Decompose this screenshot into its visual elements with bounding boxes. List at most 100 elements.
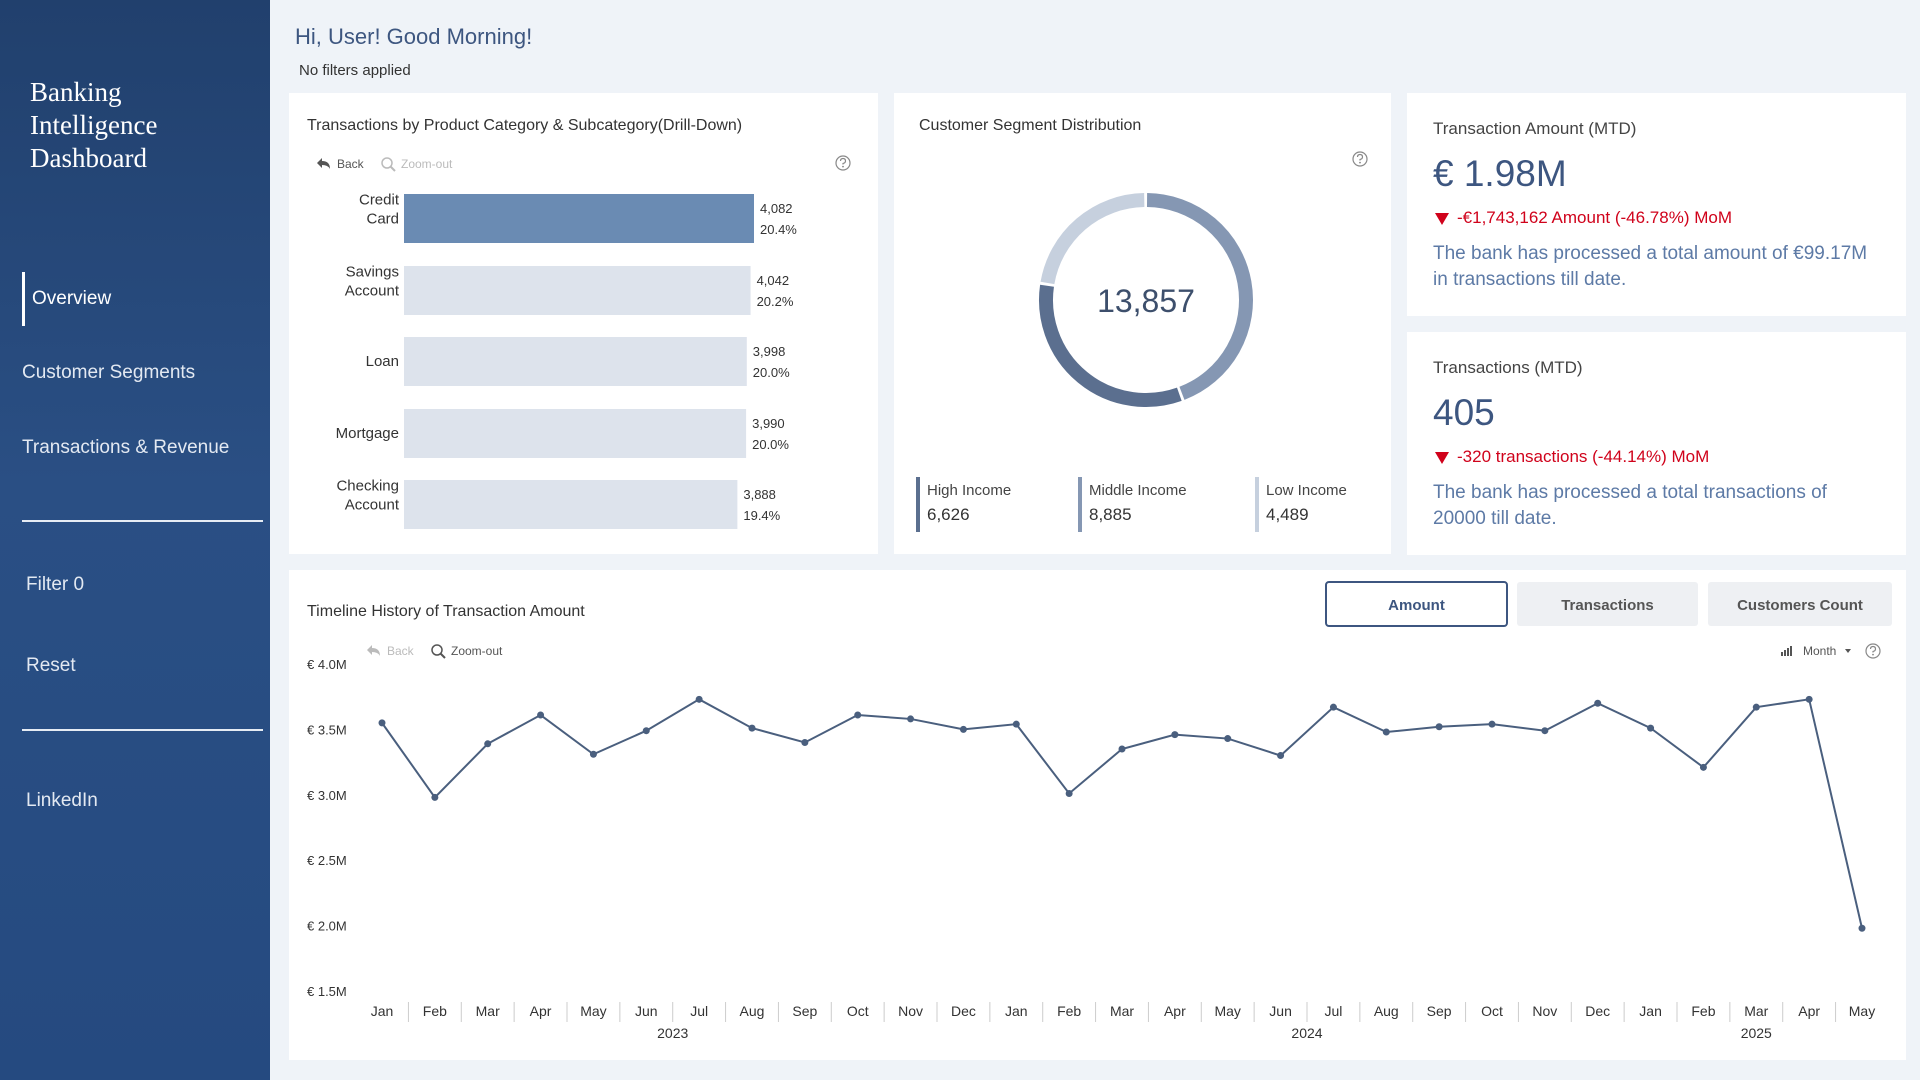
nav-item[interactable]: Overview (32, 288, 112, 309)
data-point (1647, 724, 1655, 732)
granularity-select[interactable]: Month (1803, 644, 1836, 658)
data-point (1541, 727, 1549, 735)
dropdown-caret (1845, 649, 1851, 653)
legend-bar (916, 477, 920, 532)
x-tick-label: Nov (1532, 1003, 1557, 1019)
x-tick-label: Oct (1481, 1003, 1503, 1019)
legend-value: 4,489 (1266, 505, 1309, 524)
kpi-description: The bank has processed a total transacti… (1433, 482, 1827, 529)
zoom-icon (431, 644, 443, 656)
tab[interactable] (1517, 582, 1698, 626)
data-point (1488, 720, 1496, 728)
year-label: 2025 (1741, 1025, 1772, 1041)
x-tick-label: Jan (1639, 1003, 1662, 1019)
product-card: Transactions by Product Category & Subca… (289, 93, 878, 554)
bar (404, 409, 747, 458)
kpi-description: The bank has processed a total amount of… (1433, 243, 1868, 290)
back-icon[interactable] (317, 158, 330, 169)
x-tick-label: Dec (1585, 1003, 1610, 1019)
y-tick-label: € 3.0M (307, 788, 347, 803)
data-point (378, 719, 386, 727)
timeline-card: Timeline History of Transaction Amount Am… (289, 570, 1906, 1060)
granularity-icon (1784, 650, 1786, 656)
value-label: 4,042 (757, 273, 790, 288)
bar (404, 337, 747, 386)
category-label: Credit Card (359, 192, 400, 228)
kpi-card: Transactions (MTD) 405 -320 transactions… (1407, 332, 1906, 555)
x-tick-label: Apr (1798, 1003, 1820, 1019)
year-label: 2024 (1291, 1025, 1322, 1041)
legend-value: 6,626 (927, 505, 970, 524)
x-tick-label: Jan (1005, 1003, 1028, 1019)
help-icon[interactable] (835, 155, 851, 171)
chart-title: Timeline History of Transaction Amount (307, 603, 585, 620)
zoom-icon (389, 165, 396, 172)
x-tick-label: May (1214, 1003, 1240, 1019)
help-icon (1359, 161, 1361, 164)
reset-button[interactable]: Reset (26, 655, 76, 676)
nav-item[interactable]: Customer Segments (22, 362, 196, 383)
tab-label[interactable]: Amount (1388, 597, 1445, 614)
timeline-chart: Timeline History of Transaction Amount Am… (307, 581, 1892, 1041)
year-label: 2023 (657, 1025, 688, 1041)
share-label: 19.4% (743, 508, 780, 523)
granularity-icon (1787, 648, 1789, 656)
x-tick-label: Jun (1269, 1003, 1292, 1019)
data-point (484, 740, 492, 748)
divider (22, 520, 263, 522)
share-label: 20.0% (753, 365, 790, 380)
kpi-title: Transaction Amount (MTD) (1433, 119, 1637, 138)
help-icon[interactable] (1865, 643, 1881, 659)
x-tick-label: Apr (530, 1003, 552, 1019)
granularity-icon (1781, 652, 1783, 656)
help-icon (1356, 153, 1364, 161)
back-button[interactable]: Back (337, 157, 365, 171)
filter-button[interactable]: Filter 0 (26, 574, 85, 595)
zoom-out-button[interactable]: Zoom-out (401, 157, 453, 171)
back-icon[interactable] (367, 645, 380, 656)
zoom-icon (381, 157, 393, 169)
tab-label[interactable]: Transactions (1561, 597, 1654, 614)
back-button[interactable]: Back (387, 644, 415, 658)
value-label: 3,998 (753, 344, 786, 359)
legend-bar (1255, 477, 1259, 532)
data-point (1858, 924, 1866, 932)
share-label: 20.4% (760, 222, 797, 237)
chart-title: Transactions by Product Category & Subca… (307, 117, 742, 134)
zoom-out-button[interactable]: Zoom-out (451, 644, 503, 658)
help-icon (1872, 653, 1874, 656)
value-label: 3,990 (752, 416, 785, 431)
share-label: 20.0% (752, 437, 789, 452)
segment-card: Customer Segment Distribution 13,857 High … (894, 93, 1391, 554)
x-tick-label: Jun (635, 1003, 658, 1019)
kpi-value: 405 (1433, 392, 1495, 433)
nav-item[interactable]: Transactions & Revenue (22, 437, 230, 458)
tab[interactable] (1325, 581, 1508, 627)
kpi-change: -€1,743,162 Amount (-46.78%) MoM (1457, 208, 1732, 227)
value-label: 3,888 (743, 487, 776, 502)
legend-label: Middle Income (1089, 482, 1187, 499)
y-tick-label: € 2.0M (307, 919, 347, 934)
down-icon (1435, 452, 1449, 464)
help-icon[interactable] (1352, 151, 1368, 167)
x-tick-label: Apr (1164, 1003, 1186, 1019)
data-point (431, 793, 439, 801)
y-tick-label: € 4.0M (307, 657, 347, 672)
data-point (1594, 699, 1602, 707)
data-point (1329, 703, 1337, 711)
tab[interactable] (1708, 582, 1892, 626)
data-point (801, 738, 809, 746)
chart-title: Customer Segment Distribution (919, 117, 1141, 134)
kpi-card: Transaction Amount (MTD) € 1.98M -€1,743… (1407, 93, 1906, 316)
tab-label[interactable]: Customers Count (1737, 597, 1863, 614)
category-label: Savings Account (345, 264, 400, 300)
x-tick-label: Aug (1374, 1003, 1399, 1019)
data-point (959, 725, 967, 733)
x-tick-label: Jul (690, 1003, 708, 1019)
x-tick-label: Mar (1110, 1003, 1134, 1019)
bar (404, 266, 751, 315)
kpi-change: -320 transactions (-44.14%) MoM (1457, 447, 1710, 466)
data-point (748, 724, 756, 732)
share-label: 20.2% (757, 294, 794, 309)
linkedin-link[interactable]: LinkedIn (26, 790, 98, 811)
